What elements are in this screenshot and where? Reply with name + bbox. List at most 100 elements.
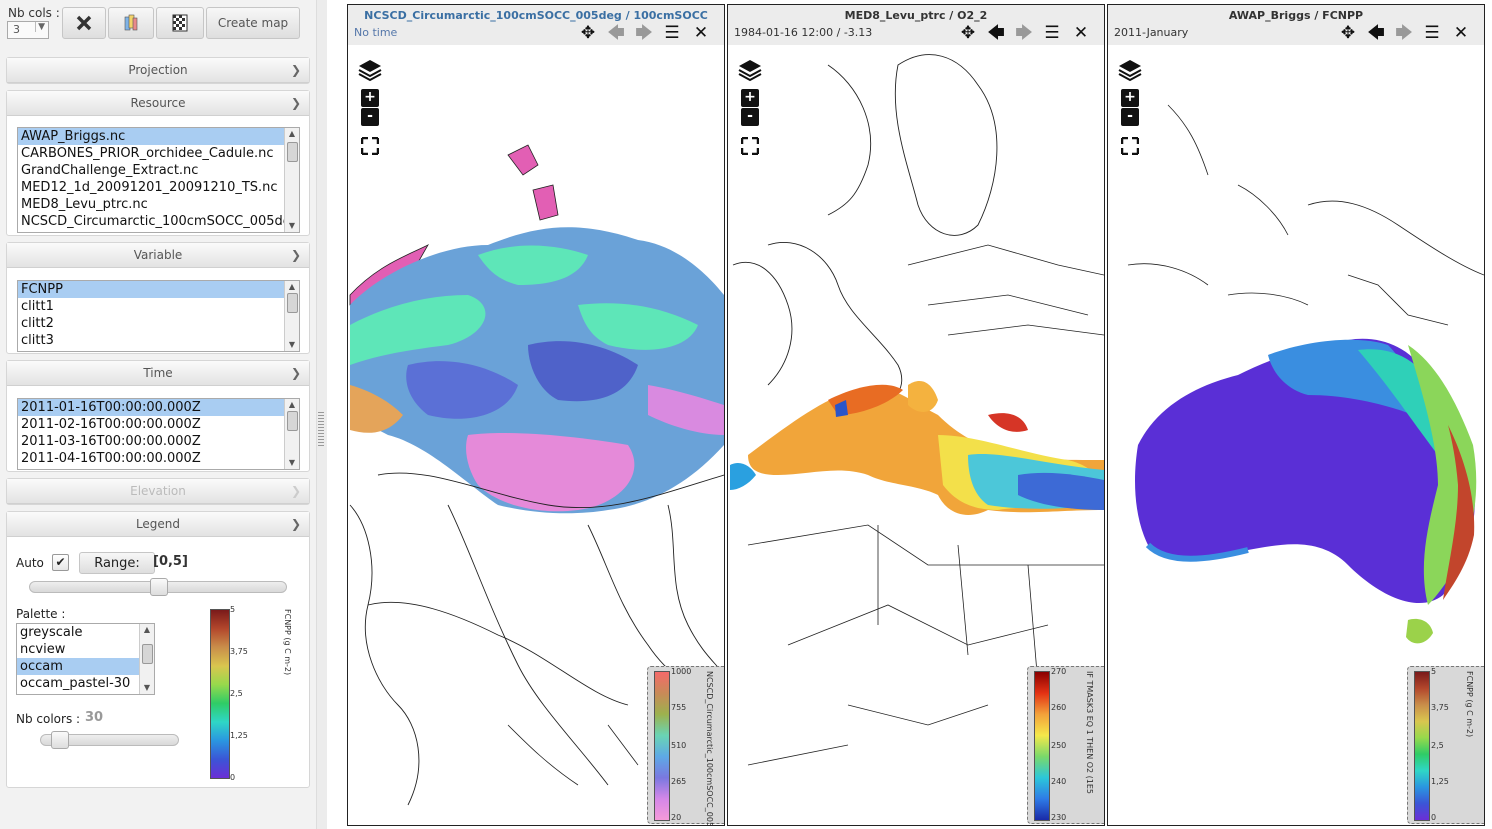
scroll-down-icon[interactable]: ▼: [143, 683, 151, 692]
menu-icon[interactable]: ☰: [1424, 23, 1440, 43]
left-panel: Nb cols : 3 ▼ Create map Projection ❯ Re…: [0, 0, 316, 829]
scroll-thumb[interactable]: [142, 644, 153, 664]
close-icon[interactable]: ✕: [1073, 23, 1089, 43]
time-scrollbar[interactable]: ▲ ▼: [284, 399, 299, 469]
grid-pattern-button[interactable]: [156, 7, 204, 39]
legend-tick: 755: [671, 703, 687, 712]
range-slider[interactable]: [29, 578, 287, 596]
map-2-colorbar: [1034, 671, 1050, 821]
fullscreen-icon[interactable]: [361, 137, 379, 155]
legend-section: Legend ❯ Auto ✔ Range: [0,5] Palette : g…: [6, 511, 310, 788]
variable-item[interactable]: clitt3: [21, 333, 54, 348]
map-3-canvas[interactable]: [1108, 5, 1484, 825]
legend-tick: 2,5: [230, 689, 243, 698]
resource-scrollbar[interactable]: ▲ ▼: [284, 128, 299, 232]
scroll-down-icon[interactable]: ▼: [288, 458, 296, 467]
forward-arrow-icon[interactable]: 🡆: [1395, 23, 1413, 43]
clear-maps-button[interactable]: [62, 7, 106, 39]
map-1-subtitle: No time: [354, 26, 398, 39]
move-icon[interactable]: ✥: [580, 23, 596, 43]
scroll-up-icon[interactable]: ▲: [143, 625, 151, 634]
zoom-in-button[interactable]: +: [1121, 89, 1139, 107]
create-map-button[interactable]: Create map: [206, 7, 300, 39]
projection-header[interactable]: Projection ❯: [7, 58, 309, 83]
zoom-out-button[interactable]: -: [741, 108, 759, 126]
close-icon[interactable]: ✕: [1453, 23, 1469, 43]
back-arrow-icon[interactable]: 🡄: [1367, 23, 1385, 43]
palette-item[interactable]: ncview: [20, 642, 66, 657]
range-button[interactable]: Range:: [79, 552, 155, 574]
legend-header[interactable]: Legend ❯: [7, 512, 309, 537]
auto-checkbox[interactable]: ✔: [52, 554, 69, 571]
menu-icon[interactable]: ☰: [1044, 23, 1060, 43]
layers-icon[interactable]: [1117, 57, 1143, 83]
variable-scrollbar[interactable]: ▲ ▼: [284, 281, 299, 351]
nb-colors-slider-thumb[interactable]: [51, 731, 69, 749]
variable-header[interactable]: Variable ❯: [7, 243, 309, 268]
forward-arrow-icon[interactable]: 🡆: [1015, 23, 1033, 43]
nb-cols-label: Nb cols :: [8, 6, 60, 20]
map-2-canvas[interactable]: [728, 5, 1104, 825]
palette-item[interactable]: greyscale: [20, 625, 83, 640]
resource-list[interactable]: AWAP_Briggs.nc CARBONES_PRIOR_orchidee_C…: [17, 127, 300, 233]
time-item[interactable]: 2011-01-16T00:00:00.000Z: [18, 399, 299, 416]
time-item[interactable]: 2011-02-16T00:00:00.000Z: [21, 417, 201, 432]
resource-item[interactable]: AWAP_Briggs.nc: [18, 128, 299, 145]
map-panel-3[interactable]: AWAP_Briggs / FCNPP 2011-January ✥ 🡄 🡆 ☰…: [1107, 4, 1485, 826]
nb-colors-slider[interactable]: [40, 731, 179, 749]
palette-item[interactable]: occam_pastel-30: [20, 676, 131, 691]
zoom-out-button[interactable]: -: [361, 108, 379, 126]
resource-item[interactable]: GrandChallenge_Extract.nc: [21, 163, 199, 178]
time-item[interactable]: 2011-04-16T00:00:00.000Z: [21, 451, 201, 466]
variable-item[interactable]: clitt1: [21, 299, 54, 314]
scroll-down-icon[interactable]: ▼: [288, 221, 296, 230]
scroll-up-icon[interactable]: ▲: [288, 282, 296, 291]
zoom-out-button[interactable]: -: [1121, 108, 1139, 126]
scroll-down-icon[interactable]: ▼: [288, 340, 296, 349]
scroll-thumb[interactable]: [287, 142, 298, 162]
variable-item[interactable]: clitt2: [21, 316, 54, 331]
back-arrow-icon[interactable]: 🡄: [987, 23, 1005, 43]
variable-title: Variable: [133, 248, 183, 262]
resource-header[interactable]: Resource ❯: [7, 91, 309, 116]
palette-item[interactable]: occam: [17, 658, 154, 675]
legend-label: NCSCD_Circumarctic_100cmSOCC_005deg_1: [705, 671, 714, 826]
layers-color-button[interactable]: [108, 7, 154, 39]
zoom-in-button[interactable]: +: [361, 89, 379, 107]
projection-section: Projection ❯: [6, 57, 310, 84]
resource-item[interactable]: MED12_1d_20091201_20091210_TS.nc: [21, 180, 278, 195]
back-arrow-icon[interactable]: 🡄: [607, 23, 625, 43]
time-item[interactable]: 2011-03-16T00:00:00.000Z: [21, 434, 201, 449]
close-icon[interactable]: ✕: [693, 23, 709, 43]
variable-item[interactable]: FCNPP: [18, 281, 299, 298]
zoom-in-button[interactable]: +: [741, 89, 759, 107]
time-header[interactable]: Time ❯: [7, 361, 309, 386]
nb-cols-select[interactable]: 3 ▼: [7, 21, 49, 39]
scroll-up-icon[interactable]: ▲: [288, 400, 296, 409]
resource-item[interactable]: CARBONES_PRIOR_orchidee_Cadule.nc: [21, 146, 274, 161]
scroll-up-icon[interactable]: ▲: [288, 129, 296, 138]
map-panel-2[interactable]: MED8_Levu_ptrc / O2_2 1984-01-16 12:00 /…: [727, 4, 1105, 826]
fullscreen-icon[interactable]: [1121, 137, 1139, 155]
move-icon[interactable]: ✥: [960, 23, 976, 43]
scroll-thumb[interactable]: [287, 411, 298, 431]
forward-arrow-icon[interactable]: 🡆: [635, 23, 653, 43]
scroll-thumb[interactable]: [287, 293, 298, 313]
time-list[interactable]: 2011-01-16T00:00:00.000Z 2011-02-16T00:0…: [17, 398, 300, 470]
resource-item[interactable]: NCSCD_Circumarctic_100cmSOCC_005deg_100c…: [21, 214, 300, 229]
checker-icon: [172, 14, 188, 32]
layers-icon[interactable]: [357, 57, 383, 83]
layers-icon[interactable]: [737, 57, 763, 83]
move-icon[interactable]: ✥: [1340, 23, 1356, 43]
nb-colors-label: Nb colors :: [16, 712, 81, 726]
range-slider-thumb[interactable]: [150, 578, 168, 596]
map-1-canvas[interactable]: [348, 5, 724, 825]
fullscreen-icon[interactable]: [741, 137, 759, 155]
splitter-grip-icon[interactable]: [318, 412, 324, 446]
variable-list[interactable]: FCNPP clitt1 clitt2 clitt3 ▲ ▼: [17, 280, 300, 352]
map-panel-1[interactable]: NCSCD_Circumarctic_100cmSOCC_005deg / 10…: [347, 4, 725, 826]
palette-scrollbar[interactable]: ▲ ▼: [139, 624, 154, 694]
menu-icon[interactable]: ☰: [664, 23, 680, 43]
palette-list[interactable]: greyscale ncview occam occam_pastel-30 ▲…: [16, 623, 155, 695]
resource-item[interactable]: MED8_Levu_ptrc.nc: [21, 197, 148, 212]
